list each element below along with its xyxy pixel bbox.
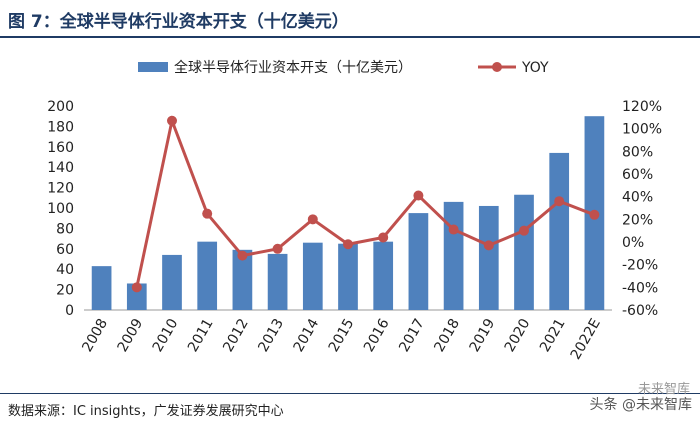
yoy-point: [554, 196, 565, 207]
legend-line-marker: [492, 62, 502, 72]
x-tick-label: 2017: [396, 316, 428, 355]
x-tick-label: 2019: [467, 316, 499, 355]
yoy-point: [589, 209, 600, 220]
capex-bar: [338, 243, 358, 310]
y-left-tick-label: 120: [47, 181, 74, 197]
watermark: 头条 @未来智库: [589, 397, 692, 413]
y-right-tick-label: 0%: [622, 235, 644, 251]
yoy-series: [131, 115, 600, 293]
bar-series: [91, 116, 605, 310]
y-right-tick-label: -60%: [622, 303, 658, 319]
x-tick-label: 2022E: [568, 316, 604, 363]
y-right-tick-label: 120%: [622, 99, 662, 115]
x-tick-label: 2018: [431, 316, 463, 355]
x-tick-label: 2014: [291, 316, 323, 355]
y-right-tick-label: 100%: [622, 122, 662, 138]
capex-bar: [549, 152, 570, 310]
yoy-line: [135, 115, 595, 288]
y-left-tick-label: 60: [56, 242, 74, 258]
capex-bar: [408, 213, 429, 310]
y-left-tick-label: 80: [56, 221, 74, 237]
figure-title: 图 7：全球半导体行业资本开支（十亿美元）: [8, 12, 349, 32]
x-tick-label: 2020: [502, 316, 534, 355]
x-tick-label: 2015: [326, 316, 358, 355]
x-tick-label: 2009: [115, 316, 147, 355]
yoy-point: [483, 240, 494, 251]
legend-line-label: YOY: [521, 60, 549, 76]
capex-bar: [162, 254, 182, 310]
yoy-point: [413, 190, 424, 201]
source-divider: [0, 393, 700, 394]
x-tick-label: 2010: [150, 316, 182, 355]
y-right-tick-label: 60%: [622, 167, 653, 183]
y-right-tick-label: 40%: [622, 190, 653, 206]
axes: 0 20 40 60 80 100 120 140 160 180 200 -60% -40% -20% 0…: [47, 99, 662, 363]
yoy-point: [167, 115, 177, 126]
capex-bar: [197, 241, 218, 310]
y-left-tick-label: 40: [56, 262, 74, 278]
y-left-tick-label: 160: [47, 140, 74, 156]
yoy-point: [519, 225, 529, 236]
x-tick-label: 2021: [537, 316, 569, 355]
capex-bar: [373, 241, 394, 310]
capex-bar: [443, 201, 464, 310]
yoy-point: [343, 239, 353, 250]
y-left-tick-label: 0: [65, 303, 74, 319]
yoy-point: [307, 214, 318, 225]
y-right-tick-label: -20%: [622, 258, 658, 274]
legend-bar-label: 全球半导体行业资本开支（十亿美元）: [174, 59, 412, 76]
yoy-point: [272, 243, 283, 254]
x-tick-label: 2013: [255, 316, 287, 355]
legend-bar-swatch: [138, 62, 168, 72]
capex-bar: [267, 253, 288, 310]
yoy-point: [378, 232, 389, 243]
y-right-tick-label: 80%: [622, 144, 653, 160]
x-tick-label: 2011: [185, 316, 217, 355]
yoy-point: [237, 250, 248, 261]
capex-bar: [302, 242, 323, 310]
y-left-tick-label: 140: [47, 160, 74, 176]
x-tick-label: 2008: [79, 316, 111, 355]
source-note: 数据来源：IC insights，广发证券发展研究中心: [8, 404, 284, 419]
yoy-point: [202, 208, 213, 219]
y-left-tick-label: 180: [47, 119, 74, 135]
x-tick-label: 2012: [220, 316, 252, 355]
y-right-tick-label: 20%: [622, 212, 653, 228]
y-right-tick-label: -40%: [622, 280, 658, 296]
yoy-point: [131, 282, 142, 293]
y-left-tick-label: 100: [47, 201, 74, 217]
capex-bar: [514, 194, 534, 310]
capex-bar: [478, 205, 499, 310]
capex-bar: [232, 249, 253, 310]
title-bar: 图 7：全球半导体行业资本开支（十亿美元）: [0, 0, 700, 38]
yoy-point: [448, 224, 459, 235]
capex-bar: [126, 283, 147, 310]
x-tick-label: 2016: [361, 316, 393, 355]
y-left-tick-label: 200: [47, 99, 74, 115]
capex-chart: 全球半导体行业资本开支（十亿美元） YOY 0 20 40 60 80 100 120 140 1…: [47, 59, 662, 363]
capex-bar: [91, 266, 112, 310]
legend: 全球半导体行业资本开支（十亿美元） YOY: [138, 59, 549, 76]
y-left-tick-label: 20: [56, 283, 74, 299]
watermark-brand: 未来智库: [637, 382, 690, 397]
